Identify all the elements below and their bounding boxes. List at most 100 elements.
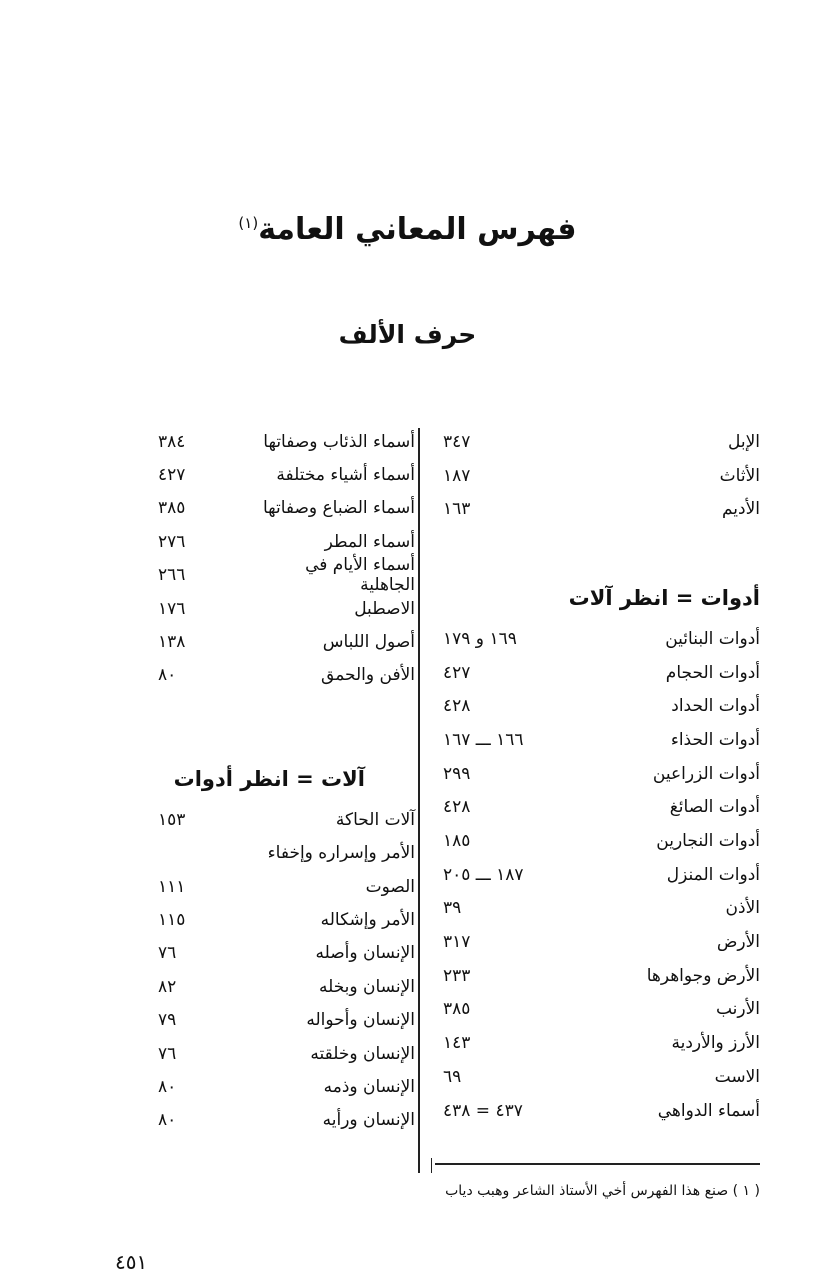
entry-page: ٤٢٧	[158, 465, 186, 486]
entry-page: ٧٦	[158, 943, 177, 964]
page-title: فهرس المعاني العامة(١)	[0, 212, 815, 247]
spacer	[150, 692, 415, 741]
spacer	[435, 526, 760, 560]
entry-page: ٨٠	[158, 1076, 177, 1097]
entry-page: ٨٢	[158, 976, 177, 997]
entry-term: الإنسان ورأيه	[322, 1110, 415, 1131]
entry-term: الإنسان وأصله	[315, 943, 416, 964]
entry-term: أدوات الزراعين	[652, 763, 760, 784]
index-entry: أسماء المطر ٢٧٦	[150, 525, 415, 558]
entry-term: الأثاث	[719, 465, 760, 486]
section-title: حرف الألف	[338, 320, 477, 349]
entry-page: ٢٧٦	[158, 531, 186, 552]
index-entry: أسماء الدواهي ٤٣٧ = ٤٣٨	[435, 1094, 760, 1128]
entry-term: أصول اللباس	[322, 632, 415, 653]
entry-term: الأمر وإشكاله	[320, 909, 415, 930]
index-entry: الاست ٦٩	[435, 1060, 760, 1094]
index-entry: الأمر وإسراره وإخفاء	[150, 837, 415, 870]
entry-term: أدوات البنائين	[665, 628, 760, 649]
index-entry: الصوت ١١١	[150, 870, 415, 903]
index-entry: أسماء الأيام في الجاهلية ٢٦٦	[150, 555, 415, 595]
entry-term: الصوت	[365, 876, 415, 897]
entry-page: ١٣٨	[158, 632, 186, 653]
index-entry: الإنسان وبخله ٨٢	[150, 970, 415, 1003]
entry-term: أسماء الذئاب وصفاتها	[263, 431, 415, 452]
index-entry: الإنسان وخلقته ٧٦	[150, 1037, 415, 1070]
entry-term: آلات الحاكة	[335, 809, 415, 830]
index-entry: الأذن ٣٩	[435, 892, 760, 926]
entry-term: أدوات الحجام	[665, 662, 760, 683]
index-entry: آلات الحاكة ١٥٣	[150, 803, 415, 836]
entry-term: أدوات الحداد	[671, 696, 760, 717]
index-entry: الأثاث ١٨٧	[435, 459, 760, 493]
index-entry: الأرنب ٣٨٥	[435, 993, 760, 1027]
entry-page: ١٥٣	[158, 809, 186, 830]
entry-term: الاست	[714, 1066, 760, 1087]
index-entry: أسماء أشياء مختلفة ٤٢٧	[150, 458, 415, 491]
entry-page: ٣١٧	[443, 932, 471, 953]
entry-page: ٤٢٧	[443, 662, 471, 683]
index-entry: أدوات الحداد ٤٢٨	[435, 689, 760, 723]
entry-page: ٣٨٤	[158, 431, 186, 452]
index-entry: الأرز والأردية ١٤٣	[435, 1026, 760, 1060]
entry-page: ٤٢٨	[443, 696, 471, 717]
entry-term: الأذن	[725, 898, 760, 919]
entry-page: ٧٩	[158, 1010, 177, 1031]
entry-page: ٤٢٨	[443, 797, 471, 818]
index-entry: أدوات النجارين ١٨٥	[435, 824, 760, 858]
index-entry: أصول اللباس ١٣٨	[150, 625, 415, 658]
entry-page: ٦٩	[443, 1066, 462, 1087]
entry-term: أسماء المطر	[324, 531, 415, 552]
entry-page: ٣٩	[443, 898, 462, 919]
index-entry: الأرض ٣١٧	[435, 925, 760, 959]
entry-page: ١٨٧	[443, 465, 471, 486]
index-entry: أدوات الحجام ٤٢٧	[435, 656, 760, 690]
entry-page: ٤٣٧ = ٤٣٨	[443, 1100, 523, 1121]
entry-page: ٨٠	[158, 1110, 177, 1131]
divider-tick	[431, 1158, 432, 1173]
entry-term: أسماء الدواهي	[657, 1100, 760, 1121]
entry-page: ١١٥	[158, 909, 186, 930]
entry-page: ١٨٧ ـــ ٢٠٥	[443, 864, 524, 885]
index-entry: الإنسان وأحواله ٧٩	[150, 1003, 415, 1036]
entry-term: الأرض وجواهرها	[646, 965, 760, 986]
entry-page: ١١١	[158, 876, 186, 897]
entry-term: أدوات الصائغ	[669, 797, 760, 818]
entry-page: ٧٦	[158, 1043, 177, 1064]
footnote-mark: (١)	[238, 214, 259, 232]
entry-page: ٢٩٩	[443, 763, 471, 784]
index-entry: الاصطبل ١٧٦	[150, 592, 415, 625]
entry-term: الإبل	[727, 431, 760, 452]
entry-term: الأديم	[721, 499, 760, 520]
index-entry: الأفن والحمق ٨٠	[150, 659, 415, 692]
index-entry: الإنسان ورأيه ٨٠	[150, 1104, 415, 1137]
index-entry: أدوات الزراعين ٢٩٩	[435, 757, 760, 791]
entry-term: الأمر وإسراره وإخفاء	[267, 843, 415, 864]
entry-page: ٣٤٧	[443, 431, 471, 452]
page-number: ٤٥١	[115, 1250, 148, 1274]
index-entry: الأمر وإشكاله ١١٥	[150, 903, 415, 936]
index-entry: الأديم ١٦٣	[435, 492, 760, 526]
index-entry: أدوات الحذاء ١٦٦ ـــ ١٦٧	[435, 723, 760, 757]
entry-term: أسماء الضباع وصفاتها	[262, 498, 415, 519]
entry-page: ١٤٣	[443, 1033, 471, 1054]
right-column: الإبل ٣٤٧ الأثاث ١٨٧ الأديم ١٦٣ أدوات = انظر آ…	[435, 425, 760, 1127]
entry-page: ٣٨٥	[158, 498, 186, 519]
entry-term: الإنسان وأحواله	[306, 1010, 415, 1031]
entry-page: ١٦٩ و ١٧٩	[443, 628, 517, 649]
left-column: أسماء الذئاب وصفاتها ٣٨٤ أسماء أشياء مختلف…	[150, 425, 415, 1137]
entry-term: أسماء الأيام في الجاهلية	[305, 555, 415, 596]
entry-term: الأرض	[716, 932, 760, 953]
entry-page: ١٦٣	[443, 499, 471, 520]
entry-term: الاصطبل	[354, 598, 415, 619]
entry-page: ٣٨٥	[443, 999, 471, 1020]
group-heading: آلات = انظر أدوات	[173, 767, 365, 792]
entry-term: الأفن والحمق	[321, 665, 415, 686]
entry-term: الأرز والأردية	[671, 1033, 761, 1054]
entry-term: أدوات الحذاء	[670, 729, 760, 750]
index-entry: الإنسان وذمه ٨٠	[150, 1070, 415, 1103]
index-entry: أسماء الذئاب وصفاتها ٣٨٤	[150, 425, 415, 458]
index-entry: الإبل ٣٤٧	[435, 425, 760, 459]
index-entry: أسماء الضباع وصفاتها ٣٨٥	[150, 492, 415, 525]
index-entry: أدوات البنائين ١٦٩ و ١٧٩	[435, 622, 760, 656]
